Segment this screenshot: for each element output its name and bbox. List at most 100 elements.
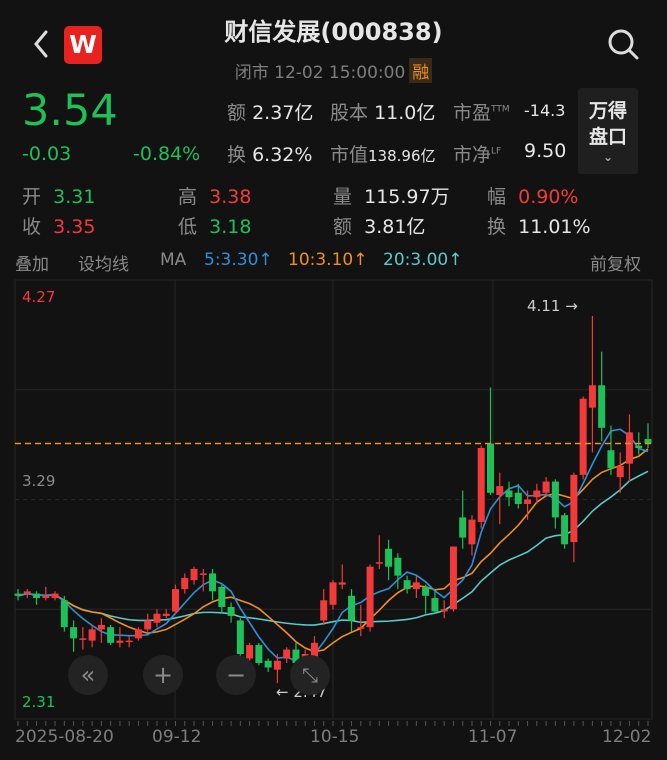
x-label-4: 12-02 xyxy=(602,727,652,747)
candle-body xyxy=(218,586,226,608)
candle-body xyxy=(477,447,485,522)
candle-body xyxy=(348,595,356,621)
candle-body xyxy=(320,600,328,621)
expand-icon: ⤡ xyxy=(302,663,318,687)
stat-amount: 额 3.81亿 xyxy=(333,216,426,238)
candle-body xyxy=(144,620,152,630)
candle-body xyxy=(551,481,559,518)
candle-body xyxy=(422,586,430,596)
back-button[interactable] xyxy=(28,24,54,64)
arrow-right-icon: → xyxy=(565,297,578,315)
adjust-button[interactable]: 前复权 xyxy=(590,255,641,275)
wind-orderbook-button[interactable]: 万得 盘口 ⌄ xyxy=(578,88,638,174)
overlay-button[interactable]: 叠加 xyxy=(15,255,49,275)
candle-body xyxy=(264,660,272,668)
search-button[interactable] xyxy=(605,26,641,62)
candle-body xyxy=(542,481,550,493)
candle-body xyxy=(107,627,115,643)
ma5-line xyxy=(17,428,649,662)
x-label-2: 10-15 xyxy=(310,727,360,747)
ma20-line xyxy=(17,470,649,626)
set-ma-button[interactable]: 设均线 xyxy=(78,255,129,275)
margin-badge: 融 xyxy=(409,58,433,83)
wind-line2: 盘口 xyxy=(588,126,627,148)
candle-body xyxy=(153,613,161,623)
pe-ratio: 市盈TTM xyxy=(453,102,510,124)
candle-body xyxy=(403,580,411,590)
candle-body xyxy=(329,582,337,605)
candle-body xyxy=(172,589,179,612)
candle-body xyxy=(635,445,643,448)
candle-body xyxy=(338,582,346,585)
candle-body xyxy=(181,577,189,590)
stat-turnover: 换 11.01% xyxy=(487,216,591,238)
current-price: 3.54 xyxy=(22,86,118,136)
x-label-0: 2025-08-20 xyxy=(15,727,114,747)
candle-body xyxy=(125,640,133,643)
zoom-in-button[interactable]: + xyxy=(143,655,183,695)
candle-body xyxy=(79,638,87,640)
share-capital: 股本 11.0亿 xyxy=(330,102,436,124)
fullscreen-button[interactable]: ⤡ xyxy=(290,655,330,695)
candle-body xyxy=(607,450,615,469)
candle-body xyxy=(431,598,439,612)
candle-body xyxy=(496,486,504,496)
ma5-value: 5:3.30↑ xyxy=(204,250,273,270)
candle-body xyxy=(357,627,365,629)
candle-body xyxy=(14,593,22,596)
price-change-pct: -0.84% xyxy=(133,143,201,165)
pb-ratio: 市净LF xyxy=(453,144,502,166)
arrow-left-icon: ← xyxy=(276,683,289,701)
candle-body xyxy=(598,385,606,428)
zoom-out-button[interactable]: − xyxy=(216,655,256,695)
minus-icon: − xyxy=(225,661,247,689)
candle-body xyxy=(88,629,96,641)
candle-body xyxy=(51,593,59,599)
candle-body xyxy=(283,649,291,659)
candle-body xyxy=(588,385,596,408)
candle-body xyxy=(514,492,522,504)
candle-body xyxy=(412,582,420,590)
ma20-value: 20:3.00↑ xyxy=(383,250,463,270)
scroll-left-button[interactable]: « xyxy=(68,655,108,695)
candle-body xyxy=(561,515,569,545)
market-status: 闭市 12-02 15:00:00 融 xyxy=(0,58,667,83)
candle-body xyxy=(209,573,217,592)
double-chevron-left-icon: « xyxy=(80,661,96,689)
stat-close: 收 3.35 xyxy=(22,216,96,238)
logo-letter: W xyxy=(69,30,97,59)
candle-body xyxy=(23,591,31,594)
y-label-mid: 3.29 xyxy=(22,472,56,490)
x-label-1: 09-12 xyxy=(152,727,202,747)
stat-amplitude: 幅 0.90% xyxy=(487,186,579,208)
candle-body xyxy=(579,398,587,475)
candle-body xyxy=(644,439,652,444)
candle-body xyxy=(524,499,532,504)
app-logo[interactable]: W xyxy=(64,26,102,64)
candle-body xyxy=(570,474,578,543)
candle-body xyxy=(533,490,541,498)
candle-body xyxy=(236,620,244,655)
candle-body xyxy=(505,490,513,498)
candle-body xyxy=(246,645,254,659)
candle-body xyxy=(190,568,198,581)
y-label-top: 4.27 xyxy=(22,288,56,306)
candle-body xyxy=(616,465,624,478)
market-cap: 市值138.96亿 xyxy=(330,144,436,166)
candle-body xyxy=(625,432,633,464)
candle-body xyxy=(70,627,78,639)
candle-body xyxy=(42,595,50,599)
candle-body xyxy=(199,573,207,575)
max-price-label: 4.11 → xyxy=(527,297,578,315)
candle-body xyxy=(97,624,105,630)
stat-low: 低 3.18 xyxy=(178,216,252,238)
pe-value: -14.3 xyxy=(524,101,566,120)
kline-chart[interactable] xyxy=(0,270,667,730)
candle-body xyxy=(33,593,41,599)
stat-volume: 量 115.97万 xyxy=(333,186,450,208)
ma-label: MA xyxy=(160,250,187,270)
turnover-rate: 换 6.32% xyxy=(227,144,313,166)
candle-body xyxy=(273,660,281,670)
plus-icon: + xyxy=(152,661,174,689)
candle-body xyxy=(116,640,124,643)
